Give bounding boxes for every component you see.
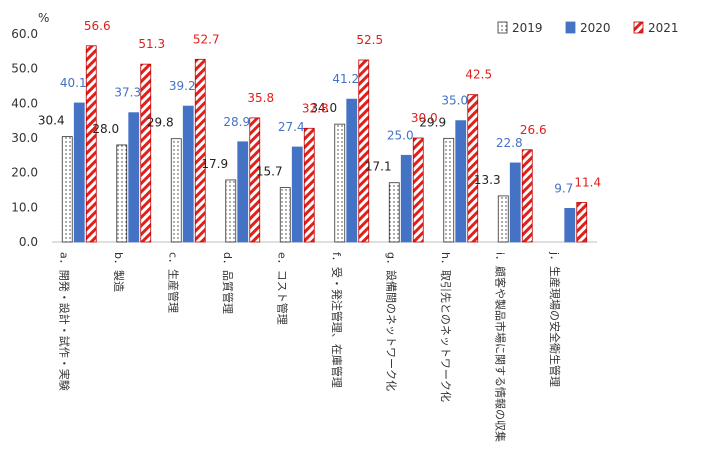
bar-2021 (467, 94, 479, 243)
x-category-label: a．開発・設計・試作・実験 (57, 252, 71, 391)
data-label-2020: 9.7 (554, 181, 573, 195)
legend-label-2021: 2021 (648, 21, 679, 35)
x-category-label: e．コスト管理 (275, 252, 289, 325)
legend-swatch-2020 (565, 21, 576, 34)
bar-2020 (509, 162, 521, 243)
bar-2021 (358, 59, 370, 243)
data-label-2021: 42.5 (465, 68, 492, 82)
bar-2020 (128, 112, 140, 243)
x-category-label: b．製造 (112, 252, 126, 292)
data-label-2020: 28.9 (223, 115, 250, 129)
data-label-2020: 25.0 (387, 128, 414, 142)
y-tick-label: 10.0 (11, 200, 38, 214)
y-tick-label: 20.0 (11, 166, 38, 180)
bar-2021 (194, 58, 206, 243)
y-tick-label: 50.0 (11, 62, 38, 76)
data-label-2021: 32.8 (302, 101, 329, 115)
bar-2020 (564, 207, 576, 243)
y-tick-label: 0.0 (19, 235, 38, 249)
data-label-2019: 29.8 (147, 116, 174, 130)
data-label-2019: 13.3 (474, 173, 501, 187)
data-label-2021: 26.6 (520, 123, 547, 137)
data-label-2020: 27.4 (278, 120, 305, 134)
y-tick-label: 40.0 (11, 96, 38, 110)
data-label-2019: 17.9 (201, 157, 228, 171)
data-label-2019: 28.0 (92, 122, 119, 136)
data-label-2021: 51.3 (138, 37, 165, 51)
x-category-label: d．品質管理 (221, 252, 235, 314)
data-label-2019: 29.9 (419, 115, 446, 129)
data-label-2019: 15.7 (256, 165, 283, 179)
bar-2019 (116, 144, 128, 243)
y-tick-label: 60.0 (11, 27, 38, 41)
bar-2020 (73, 102, 85, 243)
data-label-2019: 17.1 (365, 160, 392, 174)
bar-2021 (249, 117, 261, 243)
data-label-2019: 34.0 (310, 101, 337, 115)
bar-2021 (576, 202, 588, 243)
x-category-label: i．顧客や製品市場に関する情報の収集 (493, 252, 507, 442)
y-tick-label: 30.0 (11, 131, 38, 145)
x-category-label: h．取引先とのネットワーク化 (439, 252, 453, 402)
data-label-2021: 52.7 (193, 32, 220, 46)
data-label-2020: 39.2 (169, 79, 196, 93)
data-label-2020: 37.3 (114, 86, 141, 100)
x-category-label: j．生産現場の安全衛生管理 (548, 251, 562, 387)
bar-2021 (140, 63, 152, 243)
x-category-label: f．受・発注管理、在庫管理 (330, 252, 344, 388)
bar-2021 (303, 127, 315, 243)
data-label-2021: 52.5 (356, 33, 383, 47)
data-label-2020: 41.2 (332, 72, 359, 86)
legend-swatch-2019 (497, 21, 508, 34)
data-label-2021: 30.0 (411, 111, 438, 125)
data-label-2021: 56.6 (84, 19, 111, 33)
bar-2019 (225, 179, 237, 243)
bar-2020 (237, 141, 249, 243)
bar-2019 (497, 195, 509, 243)
bar-2019 (388, 182, 400, 243)
legend-label-2019: 2019 (512, 21, 543, 35)
bar-2020 (346, 98, 358, 243)
x-category-label: g．設備間のネットワーク化 (384, 252, 398, 391)
y-unit-label: % (38, 11, 49, 25)
legend-swatch-2021 (633, 21, 644, 34)
bar-2020 (455, 120, 467, 243)
bar-2020 (400, 154, 412, 243)
data-label-2019: 30.4 (38, 114, 65, 128)
data-label-2020: 22.8 (496, 136, 523, 150)
bar-2019 (170, 138, 182, 243)
data-label-2021: 11.4 (574, 175, 601, 189)
data-label-2020: 40.1 (60, 76, 87, 90)
bar-2021 (412, 137, 424, 243)
bar-2019 (443, 137, 455, 243)
bar-2019 (279, 187, 291, 243)
bar-2019 (334, 123, 346, 243)
bar-2021 (521, 149, 533, 243)
data-label-2020: 35.0 (441, 94, 468, 108)
bar-2020 (291, 146, 303, 243)
x-category-label: c．生産管理 (166, 252, 180, 313)
bar-2021 (85, 45, 97, 243)
bar-2020 (182, 105, 194, 243)
legend-label-2020: 2020 (580, 21, 611, 35)
bar-2019 (61, 136, 73, 243)
data-label-2021: 35.8 (247, 91, 274, 105)
